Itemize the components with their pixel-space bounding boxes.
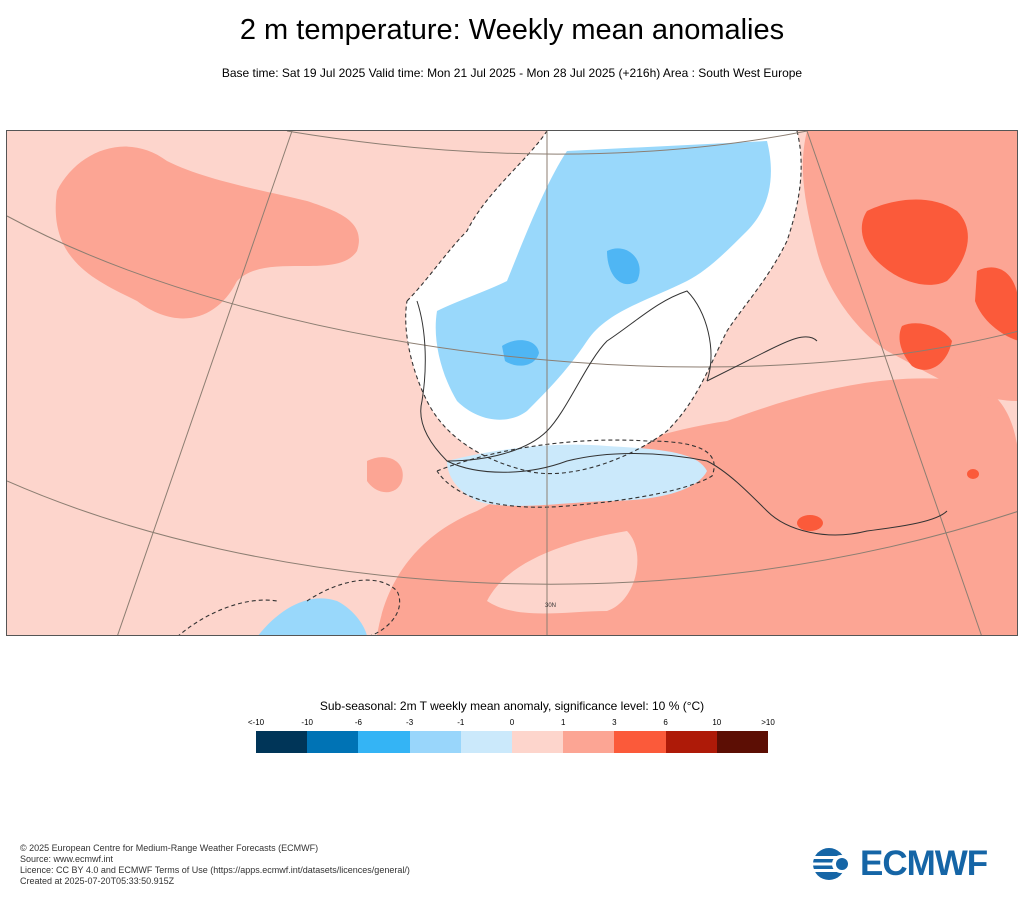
- created-text: Created at 2025-07-20T05:33:50.915Z: [20, 876, 175, 886]
- legend-swatch-0: [256, 731, 308, 753]
- cold-spot-iberia: [502, 340, 539, 366]
- legend-tick: 3: [612, 718, 617, 727]
- footer: © 2025 European Centre for Medium-Range …: [20, 843, 410, 887]
- map-subtitle: Base time: Sat 19 Jul 2025 Valid time: M…: [221, 66, 803, 80]
- legend-swatch-4: [460, 731, 513, 753]
- cool-region-north-africa: [447, 444, 707, 506]
- legend-swatch-2: [358, 731, 410, 753]
- ecmwf-logo[interactable]: ECMWF: [812, 844, 1008, 884]
- gridline-label: 30N: [545, 603, 556, 609]
- cool-region-morocco: [258, 598, 367, 635]
- ecmwf-logo-icon: [812, 848, 856, 880]
- legend-tick: -6: [354, 718, 362, 727]
- hot-region-turkey: [975, 267, 1017, 341]
- legend-tick: <-10: [247, 718, 265, 727]
- legend-swatch-7: [614, 731, 666, 753]
- legend-tick: 1: [560, 718, 566, 727]
- legend-swatch-9: [716, 731, 769, 753]
- map-canvas: 30N: [7, 131, 1017, 635]
- map-title: 2 m temperature: Weekly mean anomalies: [239, 14, 785, 46]
- licence-text: Licence: CC BY 4.0 and ECMWF Terms of Us…: [20, 865, 410, 875]
- legend-title: Sub-seasonal: 2m T weekly mean anomaly, …: [319, 699, 705, 713]
- legend-tick: 10: [712, 718, 722, 727]
- legend-tick: >10: [761, 718, 775, 727]
- cold-spot-alps: [607, 248, 640, 285]
- graticule: [7, 131, 1017, 635]
- hot-spot-libya: [797, 515, 823, 531]
- legend-tick: 0: [509, 718, 515, 727]
- legend-swatch-1: [307, 731, 359, 753]
- legend-tick: -10: [301, 718, 313, 727]
- coastlines: [416, 290, 948, 536]
- mild-region-africa: [487, 531, 638, 614]
- warm-region-atlantic: [55, 146, 359, 319]
- legend-swatch-6: [563, 731, 615, 753]
- hot-region-balkans: [861, 199, 968, 285]
- hot-region-greece: [899, 323, 952, 370]
- legend-tick: 6: [663, 718, 668, 727]
- legend-swatch-8: [665, 731, 717, 753]
- ecmwf-logo-text: ECMWF: [860, 844, 988, 883]
- legend-swatch-5: [512, 731, 564, 753]
- legend-ticks: <-10 -10 -6 -3 -1 0 1 3 6 10 >10: [248, 718, 775, 730]
- hot-spot-egypt: [967, 469, 979, 479]
- significance-contours: [178, 131, 802, 635]
- legend-swatch-3: [409, 731, 461, 753]
- anomaly-map[interactable]: 30N: [6, 130, 1018, 636]
- warm-region-small: [367, 457, 403, 493]
- legend-colorbar: [256, 731, 769, 753]
- copyright-text: © 2025 European Centre for Medium-Range …: [20, 843, 319, 853]
- legend-tick: -1: [457, 718, 465, 727]
- source-text: Source: www.ecmwf.int: [20, 854, 114, 864]
- legend-tick: -3: [406, 718, 414, 727]
